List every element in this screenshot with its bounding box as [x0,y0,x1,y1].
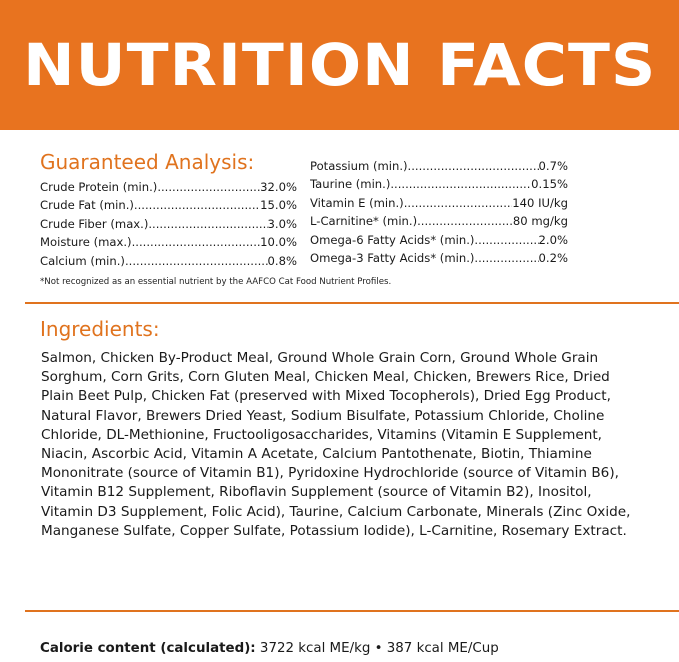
aafco-footnote: *Not recognized as an essential nutrient… [40,277,392,287]
analysis-row: Taurine (min.) 0.15% [310,175,568,193]
dot-leader [125,252,268,270]
page-title: NUTRITION FACTS [22,31,657,99]
analysis-row: Crude Fat (min.) 15.0% [40,196,297,214]
analysis-row: Calcium (min.) 0.8% [40,252,297,270]
analysis-value: 0.2% [538,251,568,266]
analysis-row: Potassium (min.) 0.7% [310,157,568,175]
analysis-label: Crude Fat (min.) [40,198,134,213]
calorie-value: 3722 kcal ME/kg • 387 kcal ME/Cup [255,641,499,656]
analysis-value: 15.0% [260,198,297,213]
analysis-label: Taurine (min.) [310,177,391,192]
calorie-label: Calorie content (calculated): [40,641,256,656]
analysis-label: L-Carnitine* (min.) [310,214,418,229]
dot-leader [474,249,538,267]
analysis-label: Omega-3 Fatty Acids* (min.) [310,251,475,266]
dot-leader [157,178,260,196]
analysis-value: 0.7% [538,159,568,173]
section-divider [25,302,679,304]
analysis-row: L-Carnitine* (min.) 80 mg/kg [310,212,568,230]
analysis-label: Vitamin E (min.) [310,195,404,210]
analysis-value: 3.0% [267,216,297,231]
analysis-label: Omega-6 Fatty Acids* (min.) [310,232,475,247]
analysis-label: Crude Protein (min.) [40,180,158,194]
ingredients-text: Salmon, Chicken By-Product Meal, Ground … [41,350,631,539]
dot-leader [148,215,267,233]
dot-leader [417,212,513,230]
analysis-value: 0.15% [531,177,568,192]
calorie-content: Calorie content (calculated): 3722 kcal … [40,641,499,656]
dot-leader [134,196,260,214]
analysis-row: Omega-6 Fatty Acids* (min.) 2.0% [310,231,568,249]
dot-leader [474,231,538,249]
guaranteed-analysis-left-column: Crude Protein (min.) 32.0% Crude Fat (mi… [40,178,297,270]
analysis-row: Omega-3 Fatty Acids* (min.) 0.2% [310,249,568,267]
analysis-label: Calcium (min.) [40,253,125,268]
analysis-row: Crude Fiber (max.) 3.0% [40,215,297,233]
dot-leader [132,233,261,251]
analysis-value: 140 IU/kg [512,195,568,210]
analysis-row: Vitamin E (min.) 140 IU/kg [310,194,568,212]
analysis-value: 2.0% [538,232,568,247]
guaranteed-analysis-title: Guaranteed Analysis: [40,150,255,174]
analysis-row: Moisture (max.) 10.0% [40,233,297,251]
dot-leader [408,157,539,175]
analysis-value: 0.8% [267,253,297,268]
analysis-label: Potassium (min.) [310,159,408,173]
analysis-label: Crude Fiber (max.) [40,216,149,231]
section-divider [25,610,679,612]
dot-leader [390,175,531,193]
analysis-row: Crude Protein (min.) 32.0% [40,178,297,196]
analysis-value: 32.0% [260,180,297,194]
header-banner: NUTRITION FACTS [0,0,679,130]
dot-leader [404,194,513,212]
guaranteed-analysis-right-column: Potassium (min.) 0.7% Taurine (min.) 0.1… [310,157,568,267]
analysis-value: 80 mg/kg [512,214,568,229]
analysis-value: 10.0% [260,235,297,250]
analysis-label: Moisture (max.) [40,235,132,250]
ingredients-title: Ingredients: [40,317,160,341]
